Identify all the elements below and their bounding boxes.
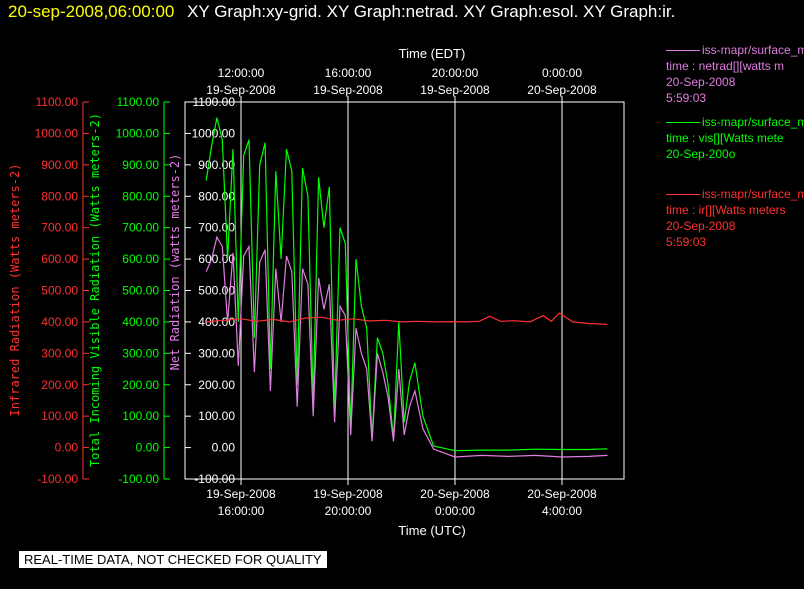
legend-source: iss-mapr/surface_m xyxy=(702,115,804,129)
net-y-tick-label: 200.00 xyxy=(198,378,235,392)
infrared-y-tick-label: 900.00 xyxy=(41,158,78,172)
x-tick-label-edt-date: 19-Sep-2008 xyxy=(206,83,276,97)
net-y-tick-label: -100.00 xyxy=(194,472,235,486)
x-tick-label-utc-date: 20-Sep-2008 xyxy=(527,487,597,501)
net-y-tick-label: 0.00 xyxy=(212,441,236,455)
visible-y-tick-label: 700.00 xyxy=(122,221,159,235)
net-y-tick-label: 100.00 xyxy=(198,409,235,423)
legend-source: iss-mapr/surface_m xyxy=(702,187,804,201)
visible-y-tick-label: 400.00 xyxy=(122,315,159,329)
x-tick-label-utc-date: 19-Sep-2008 xyxy=(313,487,383,501)
x-tick-label-utc-date: 20-Sep-2008 xyxy=(420,487,490,501)
x-tick-label-edt-date: 19-Sep-2008 xyxy=(313,83,383,97)
header-date: 20-sep-2008,06:00:00 xyxy=(8,2,175,21)
visible-y-tick-label: 500.00 xyxy=(122,284,159,298)
visible-y-tick-label: 900.00 xyxy=(122,158,159,172)
legend-desc: time : netrad[][watts m xyxy=(666,59,785,73)
net-y-axis-title: Net Radiation (watts meters-2) xyxy=(168,154,182,371)
legend-netrad: iss-mapr/surface_m time : netrad[][watts… xyxy=(666,42,804,106)
infrared-y-tick-label: 700.00 xyxy=(41,221,78,235)
infrared-y-axis-title: Infrared Radiation (Watts meters-2) xyxy=(8,164,22,417)
visible-y-tick-label: -100.00 xyxy=(118,472,159,486)
series-line-ir xyxy=(206,312,608,325)
visible-y-axis-title: Total Incoming Visible Radiation (Watts … xyxy=(88,113,102,467)
x-tick-label-edt-date: 19-Sep-2008 xyxy=(420,83,490,97)
x-tick-label-utc-date: 19-Sep-2008 xyxy=(206,487,276,501)
graph-header: 20-sep-2008,06:00:00 XY Graph:xy-grid. X… xyxy=(8,2,675,22)
legend-ir: iss-mapr/surface_m time : ir[][Watts met… xyxy=(666,186,804,250)
infrared-y-tick-label: 1000.00 xyxy=(35,126,79,140)
visible-y-tick-label: 0.00 xyxy=(136,441,160,455)
x-tick-label-utc-time: 20:00:00 xyxy=(325,504,372,518)
visible-y-tick-label: 100.00 xyxy=(122,409,159,423)
infrared-y-tick-label: 400.00 xyxy=(41,315,78,329)
infrared-y-tick-label: 200.00 xyxy=(41,378,78,392)
x-tick-label-edt-date: 20-Sep-2008 xyxy=(527,83,597,97)
net-y-tick-label: 900.00 xyxy=(198,158,235,172)
legend-date: 20-Sep-2008 xyxy=(666,75,736,89)
x-axis-label-utc: Time (UTC) xyxy=(398,523,465,538)
infrared-y-tick-label: 1100.00 xyxy=(36,95,79,109)
infrared-y-tick-label: 500.00 xyxy=(41,284,78,298)
legend-source: iss-mapr/surface_m xyxy=(702,43,804,57)
net-y-tick-label: 1100.00 xyxy=(193,95,236,109)
visible-y-tick-label: 300.00 xyxy=(122,346,159,360)
legend-date: 20-Sep-2008 xyxy=(666,219,736,233)
visible-y-tick-label: 600.00 xyxy=(122,252,159,266)
visible-y-tick-label: 200.00 xyxy=(122,378,159,392)
x-axis-label-edt: Time (EDT) xyxy=(399,46,466,61)
x-tick-label-edt-time: 20:00:00 xyxy=(432,66,479,80)
visible-y-tick-label: 1100.00 xyxy=(117,95,160,109)
infrared-y-tick-label: 800.00 xyxy=(41,189,78,203)
visible-y-tick-label: 800.00 xyxy=(122,189,159,203)
legend-time: 5:59:03 xyxy=(666,91,707,105)
x-tick-label-edt-time: 16:00:00 xyxy=(325,66,372,80)
net-y-tick-label: 300.00 xyxy=(198,346,235,360)
legend-desc: time : ir[][Watts meters xyxy=(666,203,786,217)
net-y-tick-label: 800.00 xyxy=(198,189,235,203)
quality-notice: REAL-TIME DATA, NOT CHECKED FOR QUALITY xyxy=(19,551,327,568)
net-y-tick-label: 600.00 xyxy=(198,252,235,266)
x-tick-label-utc-time: 16:00:00 xyxy=(218,504,265,518)
legend-date: 20-Sep-200o xyxy=(666,147,736,161)
visible-y-tick-label: 1000.00 xyxy=(116,126,160,140)
x-tick-label-edt-time: 0:00:00 xyxy=(542,66,582,80)
x-tick-label-utc-time: 0:00:00 xyxy=(435,504,475,518)
infrared-y-tick-label: 100.00 xyxy=(41,409,78,423)
header-graph-list: XY Graph:xy-grid. XY Graph:netrad. XY Gr… xyxy=(187,2,676,21)
legend-vis: iss-mapr/surface_m time : vis[][Watts me… xyxy=(666,114,804,162)
infrared-y-tick-label: 0.00 xyxy=(55,441,79,455)
net-y-tick-label: 400.00 xyxy=(198,315,235,329)
series-line-netrad xyxy=(205,235,608,458)
legend-desc: time : vis[][Watts mete xyxy=(666,131,784,145)
legend-time: 5:59:03 xyxy=(666,235,707,249)
x-tick-label-utc-time: 4:00:00 xyxy=(542,504,582,518)
infrared-y-tick-label: 600.00 xyxy=(41,252,78,266)
infrared-y-tick-label: -100.00 xyxy=(37,472,78,486)
x-tick-label-edt-time: 12:00:00 xyxy=(218,66,265,80)
infrared-y-tick-label: 300.00 xyxy=(41,346,78,360)
